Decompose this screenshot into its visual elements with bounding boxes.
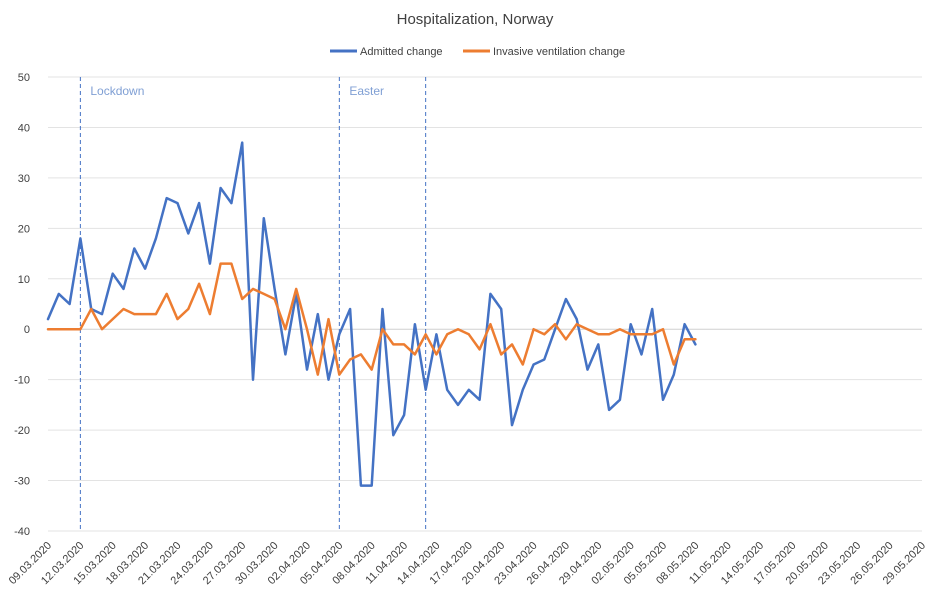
legend-label-admitted: Admitted change — [360, 46, 443, 58]
y-tick-label: -20 — [14, 425, 30, 437]
series-line-ventilation — [46, 262, 697, 376]
chart-title: Hospitalization, Norway — [397, 11, 554, 28]
series-line-admitted — [46, 141, 697, 487]
y-tick-label: 50 — [18, 72, 30, 84]
y-tick-label: 30 — [18, 173, 30, 185]
y-tick-label: 10 — [18, 274, 30, 286]
y-tick-label: 0 — [24, 324, 30, 336]
series-lines — [46, 141, 697, 487]
y-tick-label: 20 — [18, 223, 30, 235]
annotation-label: Lockdown — [90, 84, 144, 98]
legend-label-ventilation: Invasive ventilation change — [493, 46, 625, 58]
x-axis: 09.03.202012.03.202015.03.202018.03.2020… — [7, 540, 927, 587]
y-axis: 50 40 30 20 10 0 -10 -20 -30 -40 — [14, 72, 30, 538]
y-tick-label: 40 — [18, 122, 30, 134]
y-tick-label: -30 — [14, 476, 30, 488]
annotation-label: Easter — [349, 84, 384, 98]
legend: Admitted change Invasive ventilation cha… — [330, 46, 625, 58]
gridlines — [48, 76, 922, 532]
annotations: Lockdown Easter — [79, 77, 427, 531]
y-tick-label: -40 — [14, 526, 30, 538]
y-tick-label: -10 — [14, 375, 30, 387]
